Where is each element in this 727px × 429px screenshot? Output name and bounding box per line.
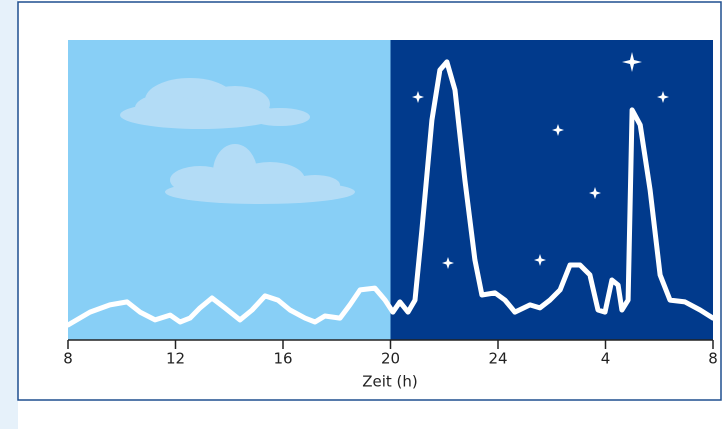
x-tick-label: 20 [381,350,400,368]
x-tick-label: 8 [63,350,73,368]
decoration [120,52,669,269]
x-tick-label: 16 [273,350,292,368]
stars [412,52,669,269]
x-tick-label: 12 [166,350,185,368]
side-strip [0,0,18,429]
background-band [390,40,713,340]
clouds [120,78,355,204]
x-axis-label: Zeit (h) [362,373,418,391]
x-tick-label: 8 [708,350,718,368]
x-tick-label: 4 [601,350,611,368]
line-series [65,59,716,328]
x-tick-label: 24 [488,350,507,368]
